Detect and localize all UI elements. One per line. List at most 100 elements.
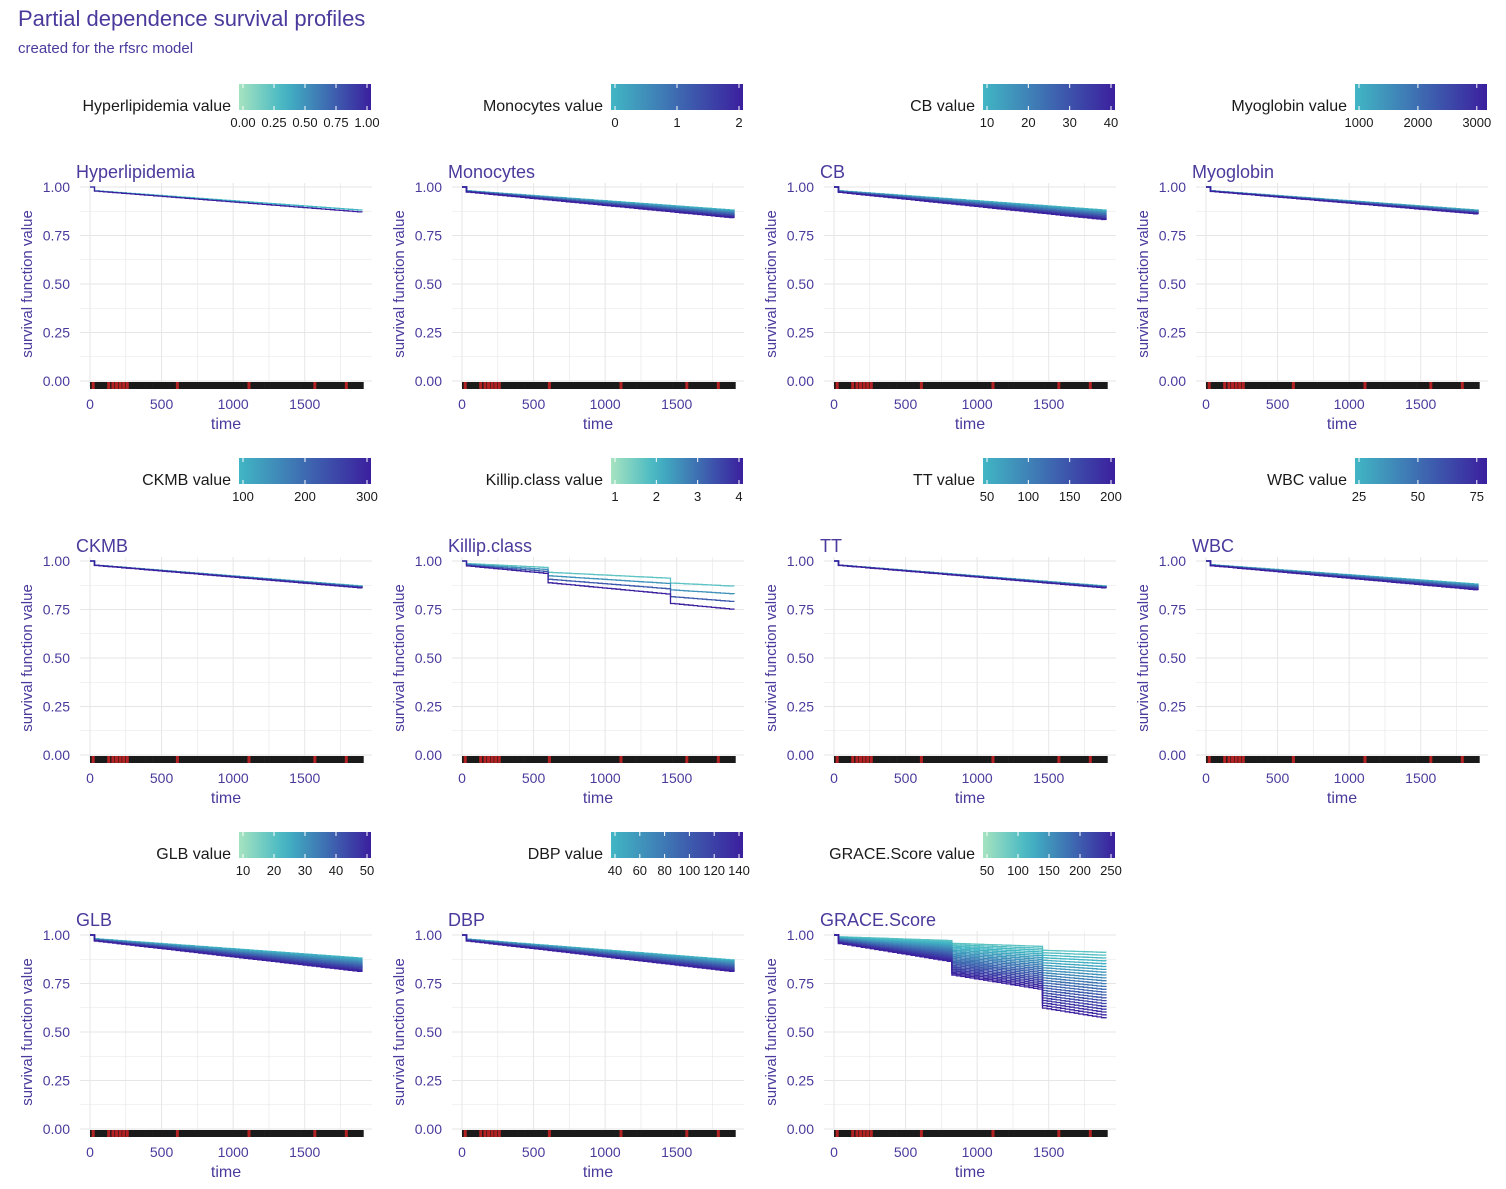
rug-mark-censored (1303, 756, 1307, 763)
rug-mark-censored (256, 382, 260, 389)
rug-mark-censored (703, 1130, 707, 1137)
x-tick-label: 1500 (1033, 770, 1064, 786)
rug-mark-event (463, 382, 467, 389)
legend-tick-label: 2 (735, 115, 742, 130)
rug-mark-censored (705, 1130, 709, 1137)
rug-mark-censored (519, 1130, 523, 1137)
rug-mark-censored (566, 756, 570, 763)
rug-mark-censored (101, 1130, 105, 1137)
x-tick-label: 1500 (289, 396, 320, 412)
rug-mark-censored (252, 1130, 256, 1137)
y-axis-label: survival function value (391, 584, 408, 732)
rug-mark-censored (1418, 756, 1422, 763)
rug-mark-event (107, 756, 111, 763)
rug-mark-censored (554, 382, 558, 389)
rug-mark-event (1057, 1130, 1061, 1137)
x-tick-label: 1000 (962, 396, 993, 412)
rug-mark-censored (559, 1130, 563, 1137)
rug-mark-censored (1025, 1130, 1029, 1137)
rug-mark-censored (947, 382, 951, 389)
legend-tick-label: 50 (1411, 489, 1425, 504)
rug-mark-censored (293, 1130, 297, 1137)
rug-mark-censored (501, 382, 505, 389)
rug-mark-event (619, 382, 623, 389)
rug-mark-censored (293, 382, 297, 389)
rug-mark-censored (1091, 756, 1095, 763)
rug-mark-censored (712, 756, 716, 763)
rug-mark-event (1207, 756, 1211, 763)
rug-mark-censored (1048, 1130, 1052, 1137)
legend-tick-label: 50 (360, 863, 374, 878)
rug-mark-censored (1402, 382, 1406, 389)
rug-mark-censored (1351, 756, 1355, 763)
rug-mark-censored (156, 756, 160, 763)
rug-mark-censored (573, 1130, 577, 1137)
rug-mark-censored (575, 1130, 579, 1137)
rug-mark-censored (169, 1130, 173, 1137)
rug-mark-censored (526, 382, 530, 389)
rug-mark-censored (1247, 756, 1251, 763)
rug-mark-censored (998, 382, 1002, 389)
rug-mark-censored (475, 756, 479, 763)
rug-mark-censored (617, 382, 621, 389)
rug-mark-censored (845, 1130, 849, 1137)
rug-mark-censored (1016, 1130, 1020, 1137)
rug-mark-censored (300, 1130, 304, 1137)
rug-mark-censored (249, 1130, 253, 1137)
x-tick-label: 1000 (962, 770, 993, 786)
rug-mark-censored (145, 382, 149, 389)
rug-mark-censored (194, 382, 198, 389)
rug-mark-censored (475, 1130, 479, 1137)
rug-mark-event (716, 756, 720, 763)
rug-mark-censored (996, 756, 1000, 763)
rug-mark-censored (924, 382, 928, 389)
rug-mark-censored (598, 1130, 602, 1137)
rug-mark-event (1234, 756, 1238, 763)
rug-mark-censored (1474, 756, 1478, 763)
survival-curve (462, 186, 735, 211)
rug-mark-censored (302, 1130, 306, 1137)
rug-mark-censored (1005, 1130, 1009, 1137)
legend-tick-label: 100 (679, 863, 701, 878)
rug-mark-censored (726, 1130, 730, 1137)
rug-mark-censored (164, 382, 168, 389)
rug-mark-censored (928, 382, 932, 389)
survival-curve (1206, 560, 1479, 586)
rug-mark-censored (975, 756, 979, 763)
rug-mark-censored (857, 382, 861, 389)
rug-mark-censored (1356, 382, 1360, 389)
rug-mark-censored (575, 382, 579, 389)
rug-mark-censored (926, 1130, 930, 1137)
rug-mark-event (107, 1130, 111, 1137)
rug-mark-censored (1210, 382, 1214, 389)
rug-mark-censored (563, 756, 567, 763)
rug-mark-censored (956, 1130, 960, 1137)
rug-mark-censored (651, 382, 655, 389)
rug-mark-censored (665, 382, 669, 389)
rug-mark-censored (1413, 756, 1417, 763)
rug-mark-censored (1347, 756, 1351, 763)
rug-mark-censored (358, 382, 362, 389)
rug-mark-censored (669, 756, 673, 763)
rug-mark-censored (965, 1130, 969, 1137)
rug-mark-event (107, 382, 111, 389)
rug-mark-censored (1356, 756, 1360, 763)
rug-mark-censored (281, 756, 285, 763)
rug-mark-event (1057, 756, 1061, 763)
rug-mark-censored (709, 1130, 713, 1137)
rug-mark-censored (199, 756, 203, 763)
y-tick-label: 0.25 (1159, 325, 1186, 341)
rug-mark-censored (864, 1130, 868, 1137)
rug-mark-censored (133, 382, 137, 389)
rug-mark-censored (683, 382, 687, 389)
rug-mark-censored (1229, 756, 1233, 763)
event-rug (834, 1130, 1108, 1137)
rug-mark-event (483, 382, 487, 389)
y-tick-label: 0.25 (43, 325, 70, 341)
rug-mark-censored (1254, 382, 1258, 389)
rug-mark-censored (349, 1130, 353, 1137)
